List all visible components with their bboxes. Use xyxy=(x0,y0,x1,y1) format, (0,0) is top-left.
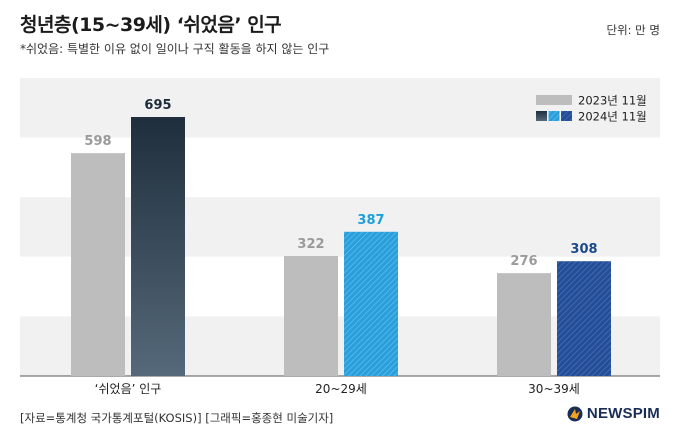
value-label-2023-2: 322 xyxy=(297,237,324,252)
category-label-2: 20~29세 xyxy=(315,382,367,396)
legend-swatch-2024 xyxy=(536,111,572,121)
value-label-2024-3: 308 xyxy=(570,242,597,257)
value-label-2024-1: 695 xyxy=(144,98,171,113)
grid-band xyxy=(20,78,660,138)
grid-band xyxy=(20,197,660,257)
legend-label-2023: 2023년 11월 xyxy=(578,94,647,108)
value-label-2023-3: 276 xyxy=(510,254,537,269)
grid-band xyxy=(20,256,660,317)
bar-2024-2 xyxy=(344,231,398,376)
page-title: 청년층(15~39세) ‘쉬었음’ 인구 xyxy=(20,14,282,36)
unit-label: 단위: 만 명 xyxy=(606,23,660,37)
newspim-logo: NEWSPIM xyxy=(567,405,660,422)
category-label-3: 30~39세 xyxy=(528,382,580,396)
bar-2023-2 xyxy=(284,256,338,376)
grid-band xyxy=(20,137,660,198)
bar-2024-3 xyxy=(557,261,611,376)
value-label-2023-1: 598 xyxy=(84,134,111,149)
legend-label-2024: 2024년 11월 xyxy=(578,110,647,124)
category-label-1: ‘쉬었음’ 인구 xyxy=(95,382,162,396)
bar-2023-1 xyxy=(71,153,125,376)
logo-text: NEWSPIM xyxy=(586,405,660,422)
bar-2024-1 xyxy=(131,117,185,376)
legend-swatch-2023 xyxy=(536,95,572,105)
source-credit: [자료=통계청 국가통계포털(KOSIS)] [그래픽=홍종현 미술기자] xyxy=(20,411,334,425)
subtitle-note: *쉬었음: 특별한 이유 없이 일이나 구직 활동을 하지 않는 인구 xyxy=(20,42,330,56)
bar-2023-3 xyxy=(497,273,551,376)
grid-band xyxy=(20,316,660,376)
value-label-2024-2: 387 xyxy=(357,213,384,228)
logo-mark-icon xyxy=(567,406,583,421)
